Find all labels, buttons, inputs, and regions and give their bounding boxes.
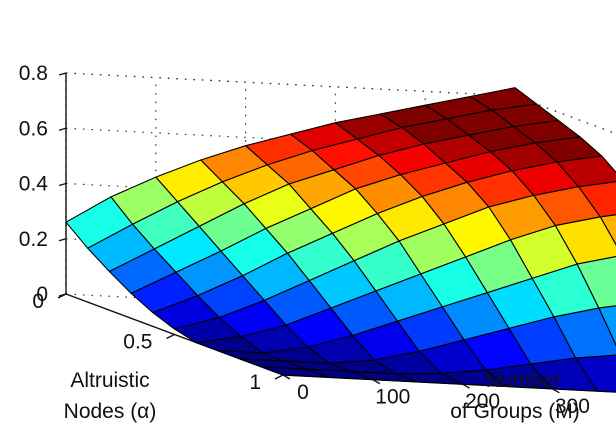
y-axis-label-line1: Altruistic bbox=[70, 369, 149, 392]
y-tick-mark bbox=[167, 335, 175, 339]
y-tick-label: 0 bbox=[32, 290, 44, 313]
y-tick-mark bbox=[275, 375, 283, 379]
box-edge-top-back bbox=[66, 73, 515, 96]
x-tick-label: 100 bbox=[375, 386, 410, 409]
z-tick-label: 0.8 bbox=[19, 62, 48, 85]
z-tick-mark bbox=[59, 184, 66, 186]
y-tick-label: 0.5 bbox=[123, 331, 152, 354]
z-tick-label: 0.2 bbox=[19, 228, 48, 251]
z-tick-label: 0.6 bbox=[19, 117, 48, 140]
z-tick-label: 0.4 bbox=[19, 173, 49, 196]
y-axis-label-line2: Nodes (α) bbox=[64, 400, 157, 423]
z-tick-mark bbox=[59, 239, 66, 241]
x-tick-label: 0 bbox=[297, 381, 309, 404]
z-tick-mark bbox=[59, 73, 66, 75]
x-axis-label-line1: Number bbox=[486, 369, 561, 392]
z-tick-mark bbox=[59, 128, 66, 130]
y-tick-label: 1 bbox=[249, 371, 261, 394]
grid-line-z bbox=[66, 73, 515, 96]
x-axis-label-line2: of Groups (M) bbox=[450, 400, 580, 423]
